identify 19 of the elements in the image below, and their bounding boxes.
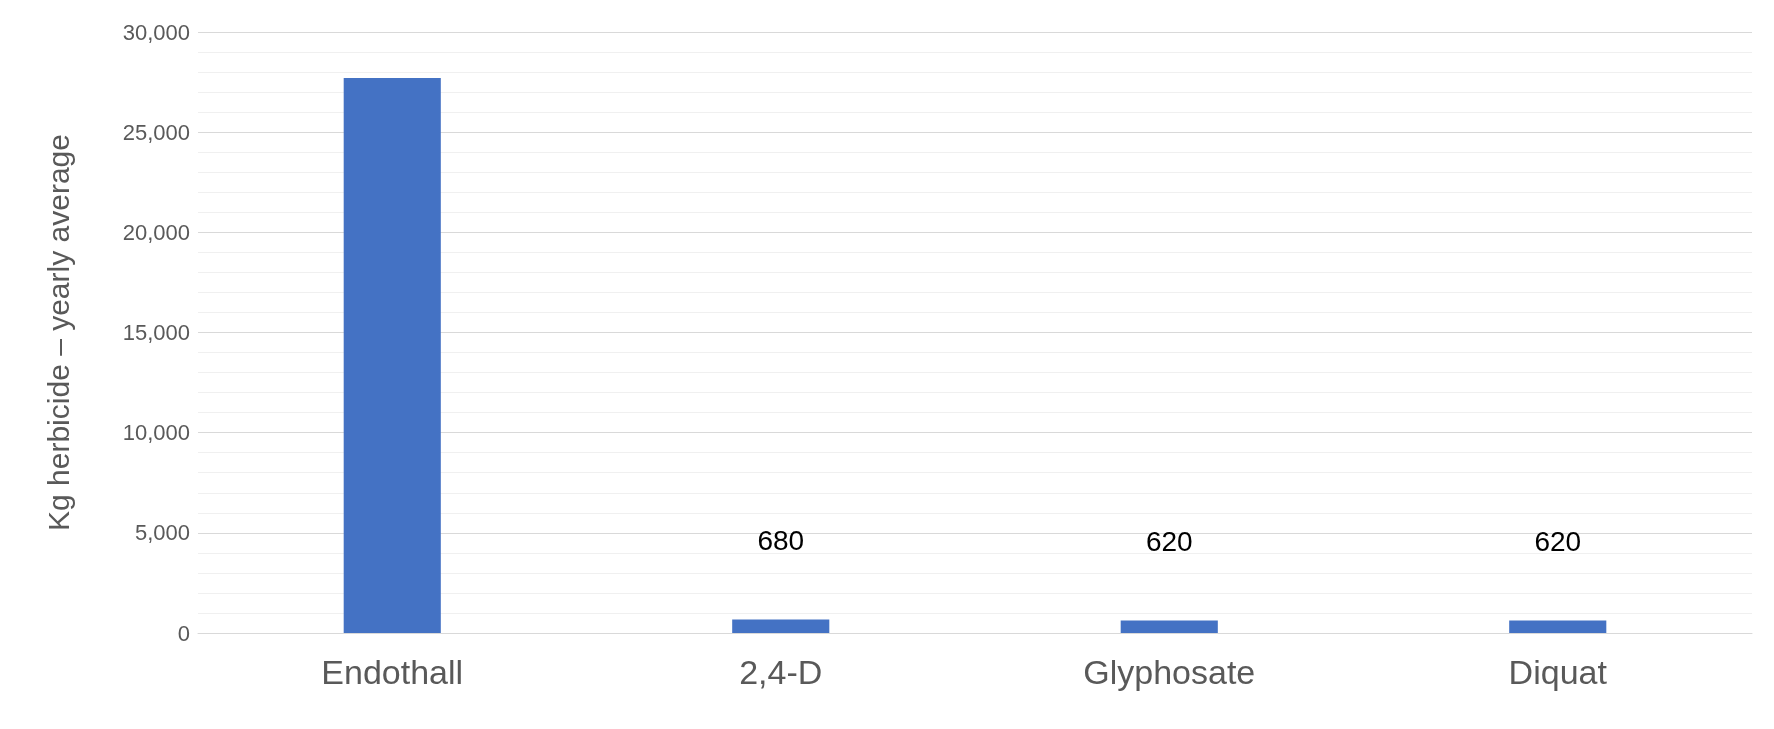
y-tick-label: 0 [177,620,190,646]
y-axis-title: Kg herbicide – yearly average [41,134,75,531]
x-tick-label: Glyphosate [1083,653,1256,691]
y-tick-label: 25,000 [122,119,190,145]
data-label: 620 [1534,526,1582,558]
y-tick-label: 30,000 [122,19,190,45]
y-tick-label: 5,000 [134,520,190,546]
x-tick-label: 2,4-D [739,653,823,691]
data-label: 680 [757,524,805,556]
bar [732,619,830,633]
x-tick-label: Endothall [321,653,464,691]
y-tick-label: 10,000 [122,420,190,446]
bar [1120,620,1218,633]
y-tick-label: 15,000 [122,320,190,345]
data-label: 620 [1145,526,1193,558]
x-tick-label: Diquat [1508,653,1608,691]
bar [343,78,441,633]
y-tick-label: 20,000 [122,219,190,245]
bar [1509,620,1607,633]
